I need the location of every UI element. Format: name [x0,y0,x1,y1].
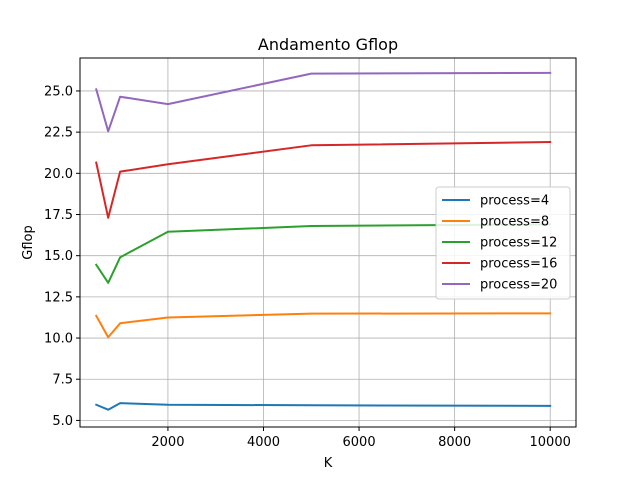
series-line-process-8 [94,312,552,339]
y-tick-label: 7.5 [52,373,73,388]
x-tick-label: 10000 [530,435,571,450]
legend-label: process=20 [480,278,557,293]
y-axis-title: Gflop [21,225,36,259]
axis-ticks: 2000 4000 6000 8000 10000 5.0 7.5 10.0 12.5 15.0 1… [44,84,571,450]
y-tick-label: 22.5 [44,126,73,141]
legend: process=4 process=8 process=12 process=16 pr… [435,186,571,300]
x-tick-label: 8000 [438,435,471,450]
x-tick-label: 6000 [343,435,376,450]
y-tick-label: 15.0 [44,249,73,264]
series-line-process-4 [94,402,552,411]
series-lines [94,71,552,411]
x-tick-label: 4000 [247,435,280,450]
legend-label: process=8 [480,215,549,230]
plot-area-frame [79,57,577,428]
series-line-process-16 [95,140,552,219]
legend-label: process=4 [480,194,549,209]
legend-label: process=16 [480,257,557,272]
legend-label: process=12 [480,236,557,251]
y-tick-label: 17.5 [44,208,73,223]
x-tick-label: 2000 [151,435,184,450]
x-axis-title: K [324,456,333,471]
y-tick-label: 20.0 [44,167,73,182]
y-tick-label: 5.0 [52,414,73,429]
y-tick-label: 12.5 [44,290,73,305]
chart-title: Andamento Gflop [258,35,398,54]
series-line-process-12 [94,223,552,284]
series-line-process-20 [95,71,552,133]
y-tick-label: 25.0 [44,84,73,99]
y-tick-label: 10.0 [44,332,73,347]
legend-box [435,186,571,300]
